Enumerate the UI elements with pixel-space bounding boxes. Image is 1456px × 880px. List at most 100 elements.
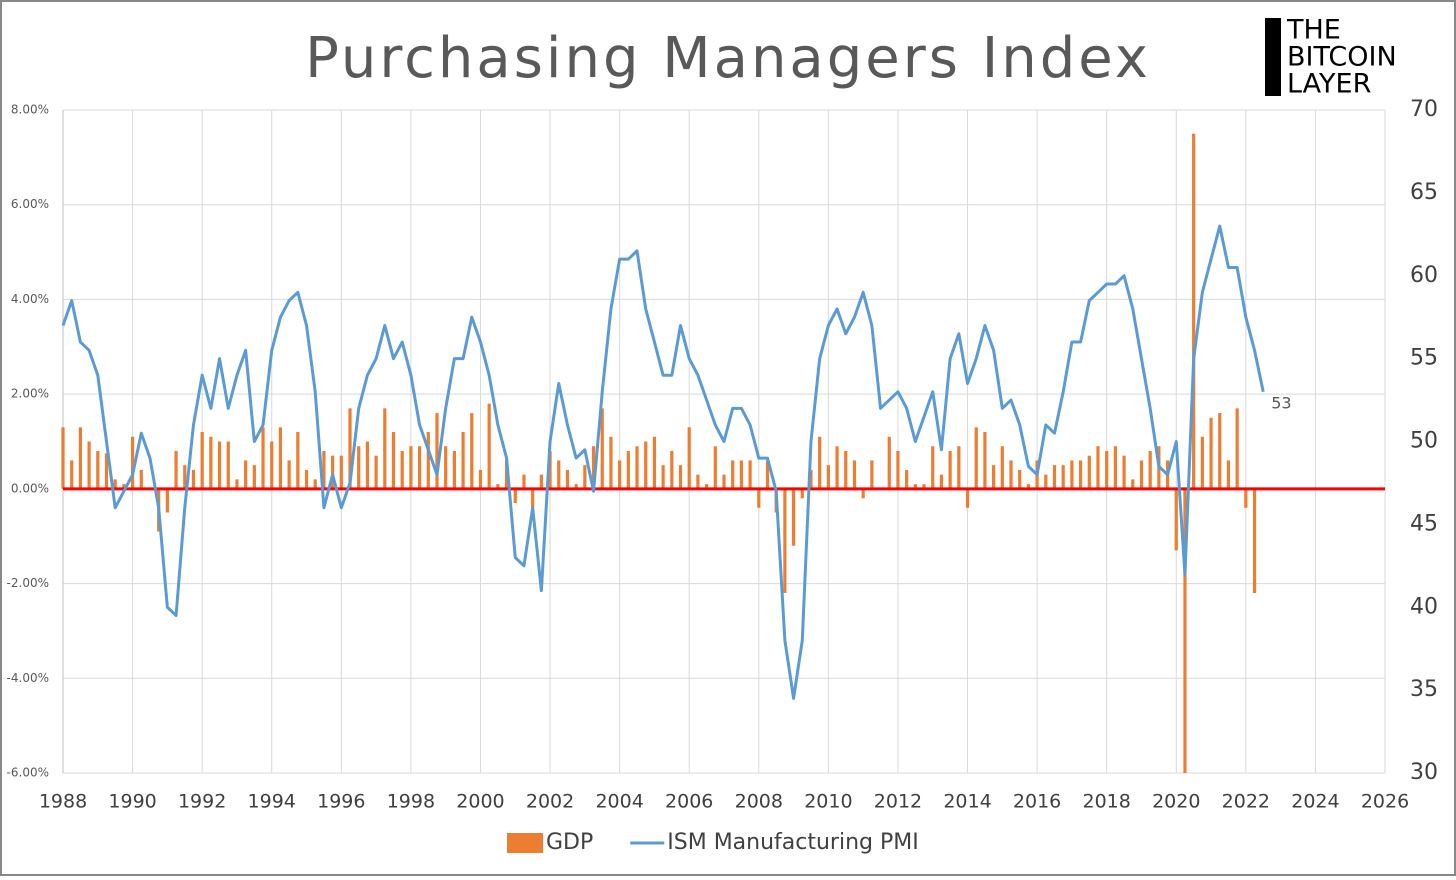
bar (887, 436, 891, 489)
bar (226, 441, 230, 489)
bar (130, 436, 135, 489)
line (61, 224, 1265, 700)
y-tick-label: -6.00% (7, 766, 49, 780)
bar (844, 450, 848, 489)
bar (339, 455, 343, 489)
bar (1226, 460, 1231, 489)
y2-tick-label: 50 (1410, 429, 1438, 454)
x-tick-label: 1996 (317, 791, 365, 813)
legend-swatch (507, 833, 543, 853)
bar (496, 484, 500, 489)
bar (522, 474, 526, 489)
bar (1000, 446, 1004, 489)
y2-tick-label: 65 (1410, 180, 1438, 205)
bar (965, 488, 970, 508)
bar (861, 488, 865, 499)
bar (217, 441, 222, 489)
bar (913, 484, 917, 489)
bar (992, 465, 996, 489)
bar (783, 488, 787, 594)
y-tick-label: 6.00% (11, 197, 49, 211)
bar (391, 432, 396, 489)
x-tick-label: 2020 (1152, 791, 1200, 813)
bar (705, 484, 709, 489)
x-tick-label: 1992 (178, 791, 226, 813)
bar (818, 436, 822, 489)
logo-text: BITCOIN (1287, 42, 1397, 73)
bar (296, 432, 300, 489)
bar (452, 450, 456, 489)
bar (209, 436, 213, 489)
bar (1078, 460, 1083, 489)
bar (435, 413, 439, 489)
bar (574, 484, 578, 489)
bar (609, 436, 613, 489)
bar (165, 488, 169, 513)
bar (1044, 474, 1048, 489)
bar (922, 484, 926, 489)
bar (70, 460, 74, 489)
bar (1148, 450, 1152, 489)
y2-tick-label: 30 (1410, 760, 1438, 785)
bar (626, 450, 630, 489)
bar (870, 460, 874, 489)
bar (791, 488, 796, 546)
bar (1252, 488, 1257, 594)
x-tick-label: 2016 (1013, 791, 1061, 813)
bar (591, 446, 596, 489)
bar (1026, 484, 1031, 489)
bar (1235, 408, 1239, 489)
bar (478, 469, 483, 489)
bar (1070, 460, 1074, 489)
bar (983, 432, 987, 489)
bar (139, 469, 143, 489)
bar (444, 446, 448, 489)
x-tick-label: 1988 (39, 791, 87, 813)
bar (322, 450, 326, 489)
bar (905, 469, 909, 489)
bar (939, 474, 944, 489)
x-tick-label: 2024 (1291, 791, 1339, 813)
bar (304, 469, 309, 489)
x-tick-label: 2012 (874, 791, 922, 813)
y-tick-label: 4.00% (11, 292, 49, 306)
bar (313, 479, 317, 489)
bar (618, 460, 622, 489)
bar (1131, 479, 1135, 489)
bar (635, 446, 639, 489)
marks (61, 133, 1385, 773)
bar (531, 488, 535, 508)
bar (513, 488, 517, 504)
bar (1139, 460, 1144, 489)
bar (1113, 446, 1117, 489)
chart-title: Purchasing Managers Index (305, 26, 1151, 91)
logo-text: THE (1286, 15, 1341, 46)
y2-tick-label: 55 (1410, 346, 1438, 371)
bar (104, 453, 109, 489)
bar (826, 465, 830, 489)
x-tick-label: 2002 (526, 791, 574, 813)
logo-bar (1265, 18, 1281, 96)
bar (600, 408, 604, 489)
legend-label: ISM Manufacturing PMI (667, 830, 918, 855)
x-tick-label: 1994 (248, 791, 296, 813)
logo-text: LAYER (1287, 69, 1371, 100)
bar (548, 450, 552, 489)
bar (331, 455, 335, 489)
bar (183, 465, 187, 489)
x-tick-label: 2000 (456, 791, 504, 813)
bar (1218, 413, 1222, 489)
bar (470, 413, 474, 489)
bar (365, 441, 370, 489)
bar (1061, 465, 1065, 489)
bar (948, 450, 952, 489)
bar (661, 465, 665, 489)
bar (200, 432, 204, 489)
y2-tick-label: 45 (1410, 511, 1438, 536)
bar (487, 403, 491, 489)
bar (61, 427, 65, 489)
bar (757, 488, 761, 508)
x-tick-label: 1990 (108, 791, 156, 813)
bar (270, 441, 274, 489)
